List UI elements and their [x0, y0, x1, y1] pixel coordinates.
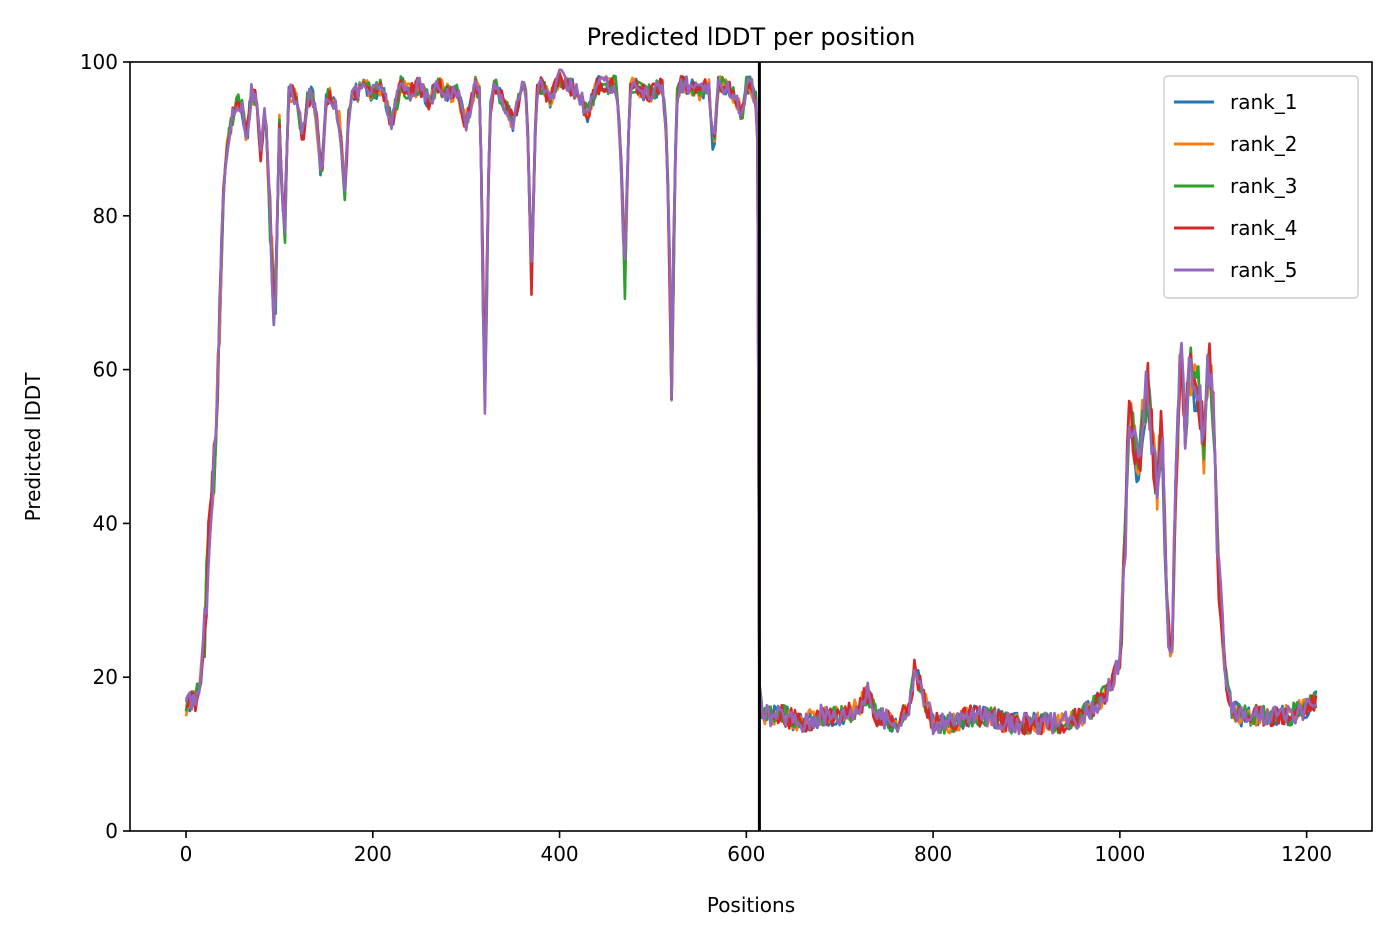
- y-tick-label: 0: [105, 819, 118, 843]
- legend-label-rank_4: rank_4: [1230, 216, 1297, 240]
- legend: rank_1 rank_2 rank_3 rank_4 rank_5: [1163, 75, 1359, 299]
- x-tick-label: 1200: [1281, 842, 1332, 866]
- legend-label-rank_5: rank_5: [1230, 258, 1297, 282]
- x-tick-label: 0: [180, 842, 193, 866]
- legend-box: [1163, 75, 1359, 299]
- x-tick-label: 800: [914, 842, 952, 866]
- y-tick-label: 100: [80, 50, 118, 74]
- x-tick-label: 400: [540, 842, 578, 866]
- legend-label-rank_1: rank_1: [1230, 90, 1297, 114]
- chart-title: Predicted lDDT per position: [587, 23, 916, 51]
- y-axis: 0 20 40 60 80 100: [80, 50, 130, 843]
- x-axis: 0 200 400 600 800 1000 1200: [180, 831, 1332, 866]
- series-line-rank_5: [184, 68, 1317, 736]
- series-layer: [184, 68, 1318, 736]
- x-axis-title: Positions: [707, 893, 795, 917]
- y-tick-label: 20: [93, 665, 118, 689]
- y-tick-label: 80: [93, 204, 118, 228]
- x-tick-label: 600: [727, 842, 765, 866]
- legend-label-rank_3: rank_3: [1230, 174, 1297, 198]
- y-axis-title: Predicted lDDT: [21, 372, 45, 522]
- x-tick-label: 1000: [1094, 842, 1145, 866]
- y-tick-label: 40: [93, 511, 118, 535]
- x-tick-label: 200: [354, 842, 392, 866]
- plot-frame: [129, 61, 1373, 832]
- legend-label-rank_2: rank_2: [1230, 132, 1297, 156]
- y-tick-label: 60: [93, 358, 118, 382]
